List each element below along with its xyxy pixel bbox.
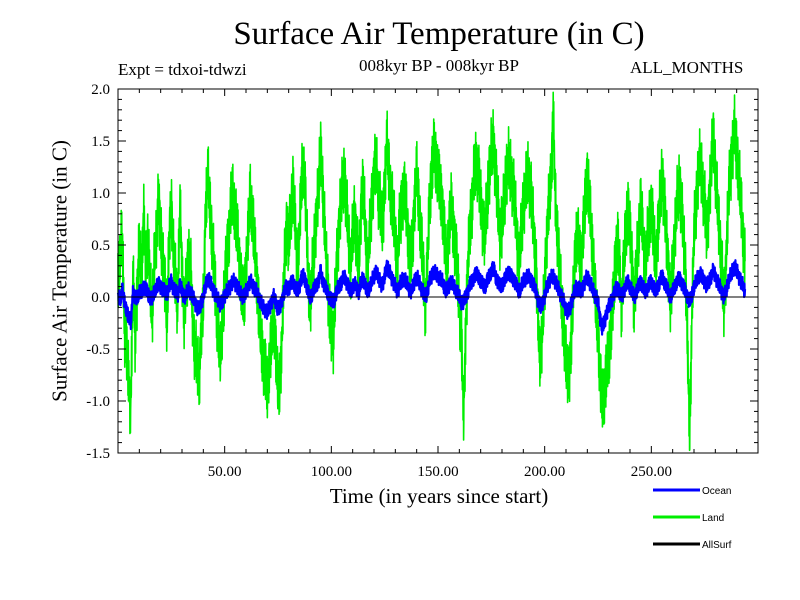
season-label: ALL_MONTHS <box>630 58 744 77</box>
y-tick-label: 1.0 <box>91 186 110 202</box>
y-tick-label: 0.0 <box>91 290 110 306</box>
x-tick-label: 150.00 <box>417 464 458 480</box>
x-tick-label: 100.00 <box>311 464 352 480</box>
y-tick-label: -0.5 <box>86 342 110 358</box>
y-tick-label: -1.0 <box>86 394 110 410</box>
series-line-ocean <box>116 259 747 336</box>
experiment-label: Expt = tdxoi-tdwzi <box>118 60 247 79</box>
chart-title: Surface Air Temperature (in C) <box>233 16 645 52</box>
x-axis-label: Time (in years since start) <box>329 484 549 508</box>
legend-label-land: Land <box>702 513 724 524</box>
chart-subtitle: 008kyr BP - 008kyr BP <box>359 56 519 75</box>
y-tick-label: 0.5 <box>91 238 110 254</box>
legend-label-allsurf: AllSurf <box>702 540 732 551</box>
legend-label-ocean: Ocean <box>702 486 731 497</box>
y-tick-label: 1.5 <box>91 134 110 150</box>
y-tick-label: 2.0 <box>91 82 110 98</box>
axis-ticks: 50.00 100.00 150.00 200.00 250.00 -1.5 -1.0 -0.… <box>86 82 758 480</box>
y-tick-label: -1.5 <box>86 446 110 462</box>
x-tick-label: 200.00 <box>524 464 565 480</box>
x-tick-label: 50.00 <box>208 464 242 480</box>
x-tick-label: 250.00 <box>631 464 672 480</box>
legend: Ocean Land AllSurf <box>653 486 732 551</box>
series-layer <box>116 91 747 452</box>
